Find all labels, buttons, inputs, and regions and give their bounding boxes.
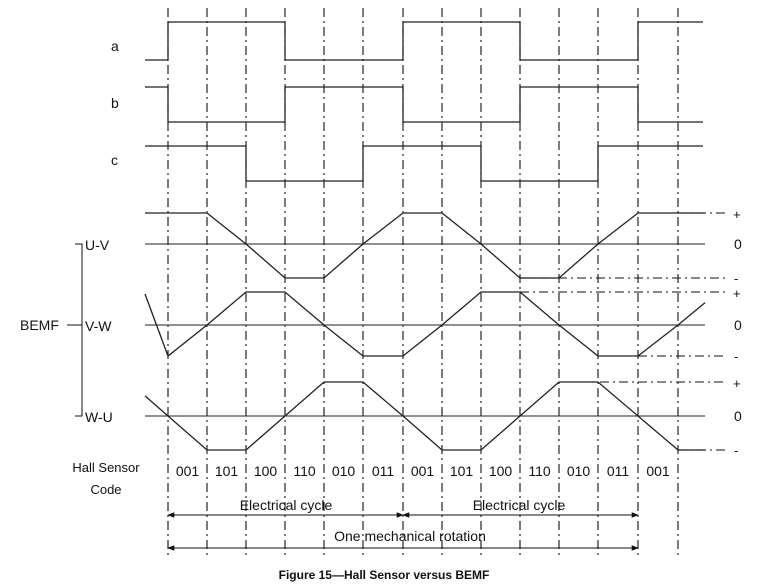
level-minus-u-v: - (734, 271, 738, 286)
signal-label-b: b (111, 95, 119, 111)
signal-wave-b (145, 86, 703, 123)
trace-label-v-w: V-W (85, 318, 112, 334)
hall-code-8: 100 (489, 463, 513, 479)
level-minus-v-w: - (734, 349, 738, 364)
bemf-wave-w-u (144, 381, 705, 451)
signal-wave-c (145, 145, 703, 182)
level-zero-u-v: 0 (734, 236, 742, 252)
signal-label-a: a (111, 38, 119, 54)
commutation-gridlines (167, 8, 679, 556)
electrical-cycle-label-1: Electrical cycle (240, 497, 333, 513)
signal-wave-a (145, 21, 703, 61)
hall-sensor-signals: a b c (111, 21, 703, 182)
trace-label-w-u: W-U (85, 409, 113, 425)
level-plus-u-v: + (733, 207, 741, 222)
hall-code-9: 110 (528, 463, 551, 479)
bemf-wave-v-w (144, 291, 706, 358)
hall-code-row: Hall Sensor Code 001 101 100 110 010 011 001 10… (72, 460, 669, 497)
hall-code-5: 011 (372, 463, 395, 479)
hall-code-2: 100 (254, 463, 278, 479)
figure-caption: Figure 15—Hall Sensor versus BEMF (279, 568, 490, 582)
level-references: + 0 - + 0 - + 0 - (520, 207, 742, 458)
bemf-brace (67, 243, 83, 417)
level-plus-v-w: + (733, 286, 741, 301)
bemf-group-label: BEMF (20, 317, 59, 333)
hall-code-4: 010 (332, 463, 356, 479)
hall-code-11: 011 (607, 463, 630, 479)
hall-code-0: 001 (176, 463, 200, 479)
level-minus-w-u: - (734, 443, 738, 458)
signal-label-c: c (111, 152, 118, 168)
hall-code-title-line2: Code (90, 482, 121, 497)
hall-code-10: 010 (567, 463, 591, 479)
level-zero-w-u: 0 (734, 408, 742, 424)
trace-label-u-v: U-V (85, 237, 110, 253)
hall-code-12: 001 (646, 463, 670, 479)
level-plus-w-u: + (733, 376, 741, 391)
mechanical-rotation-label: One mechanical rotation (334, 528, 486, 544)
hall-code-7: 101 (450, 463, 474, 479)
hall-code-1: 101 (215, 463, 239, 479)
bemf-traces: BEMF U-V V-W W-U (20, 212, 706, 451)
hall-code-title: Hall Sensor (72, 460, 140, 475)
hall-code-6: 001 (411, 463, 435, 479)
electrical-cycle-label-2: Electrical cycle (473, 497, 566, 513)
cycle-dimensions: Electrical cycle Electrical cycle One me… (167, 497, 639, 551)
hall-code-3: 110 (293, 463, 316, 479)
bemf-wave-u-v (145, 212, 705, 279)
level-zero-v-w: 0 (734, 317, 742, 333)
